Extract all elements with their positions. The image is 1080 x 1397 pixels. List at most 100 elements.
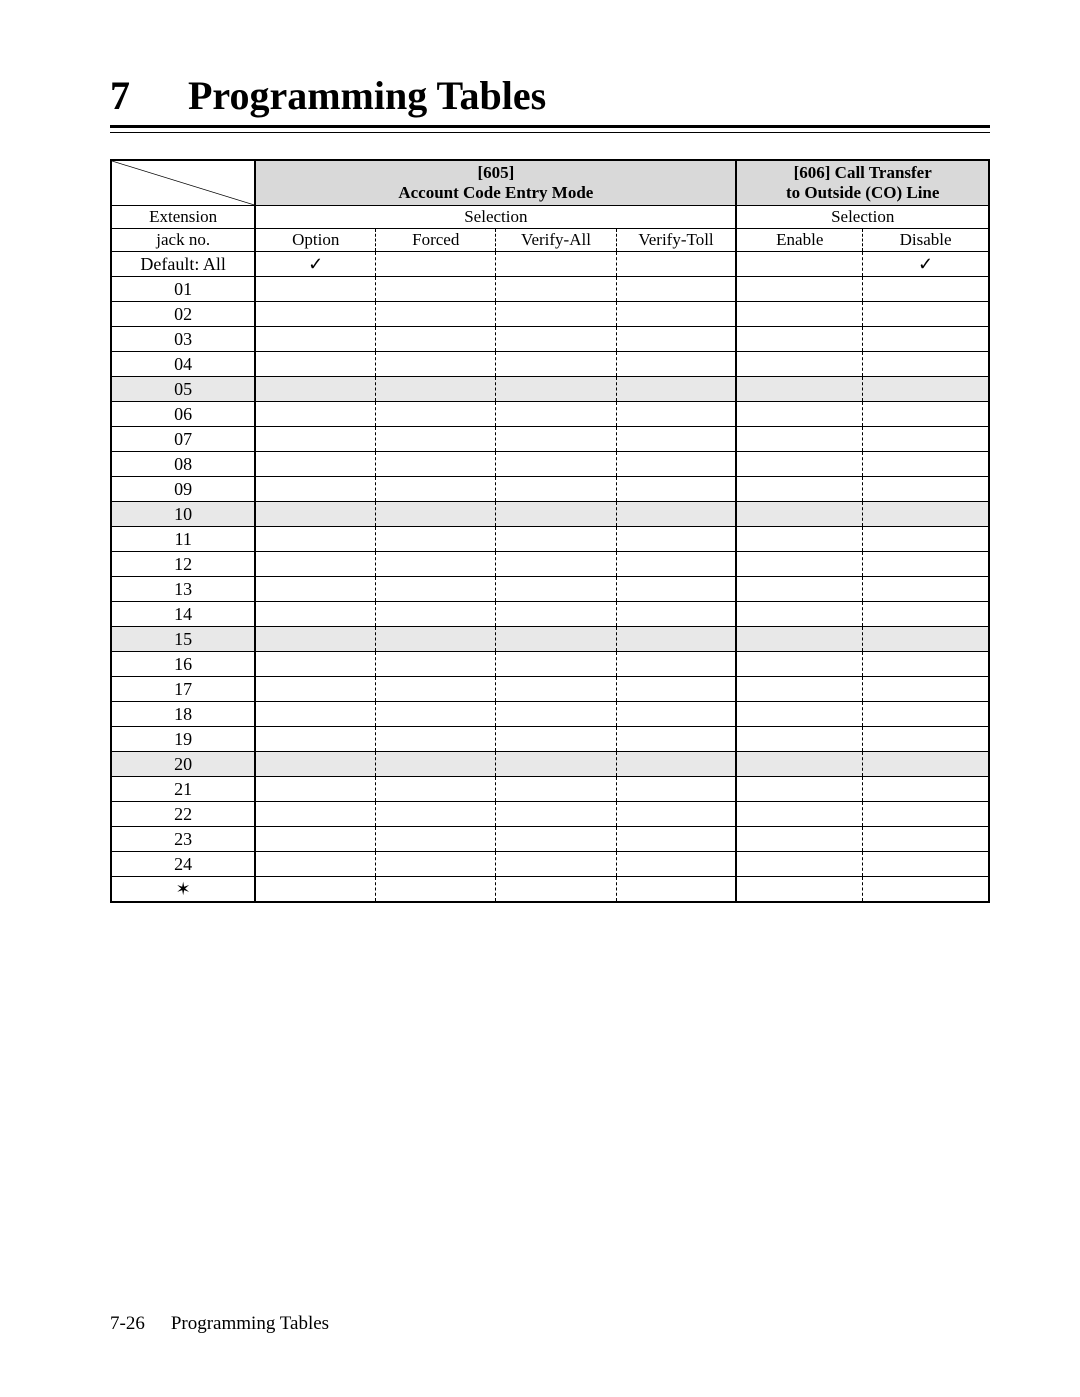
cell-b1 [863,802,989,827]
row-label: 14 [111,602,255,627]
cell-a3 [616,852,736,877]
selection-b: Selection [736,206,989,229]
col-a-2: Verify-All [496,229,616,252]
cell-a1 [376,352,496,377]
cell-a2 [496,652,616,677]
row-label: 07 [111,427,255,452]
cell-b1 [863,702,989,727]
cell-b0 [736,527,862,552]
lead-ext-line1: Extension [111,206,255,229]
cell-a3 [616,402,736,427]
cell-a1 [376,577,496,602]
cell-a2 [496,377,616,402]
cell-a3 [616,302,736,327]
cell-b1 [863,327,989,352]
group-a-title: Account Code Entry Mode [398,183,593,202]
cell-a2 [496,777,616,802]
cell-a3 [616,802,736,827]
cell-a2 [496,427,616,452]
cell-b1 [863,502,989,527]
cell-a2 [496,802,616,827]
cell-a3 [616,752,736,777]
cell-a0 [255,352,375,377]
cell-a1 [376,427,496,452]
cell-b0 [736,402,862,427]
cell-a3 [616,627,736,652]
cell-a0 [255,727,375,752]
cell-a1 [376,252,496,277]
cell-b0 [736,777,862,802]
cell-a1 [376,602,496,627]
cell-b0 [736,827,862,852]
cell-b1 [863,277,989,302]
group-b-subtitle: to Outside (CO) Line [786,183,939,202]
cell-a0 [255,602,375,627]
row-label: 04 [111,352,255,377]
row-label: 21 [111,777,255,802]
cell-a0 [255,877,375,903]
row-label: 20 [111,752,255,777]
cell-a1 [376,652,496,677]
cell-b0 [736,277,862,302]
row-label: 08 [111,452,255,477]
cell-a2 [496,602,616,627]
cell-a2 [496,302,616,327]
cell-a1 [376,727,496,752]
cell-a0 [255,402,375,427]
cell-a0 [255,502,375,527]
chapter-number: 7 [110,72,130,119]
cell-b1 [863,477,989,502]
cell-a3 [616,502,736,527]
cell-a2 [496,677,616,702]
cell-a3 [616,652,736,677]
cell-a0 [255,327,375,352]
cell-a1 [376,377,496,402]
chapter-heading: 7 Programming Tables [110,72,990,119]
row-label: 24 [111,852,255,877]
cell-a3 [616,452,736,477]
row-label: 12 [111,552,255,577]
cell-a3 [616,427,736,452]
cell-a0 [255,752,375,777]
cell-a1 [376,777,496,802]
group-a-header: [605] Account Code Entry Mode [255,160,736,206]
cell-a1 [376,802,496,827]
diagonal-icon [112,161,254,205]
cell-b0 [736,802,862,827]
cell-a0 [255,852,375,877]
cell-b0 [736,252,862,277]
cell-b0 [736,377,862,402]
cell-b1 [863,627,989,652]
cell-b0 [736,652,862,677]
cell-a2 [496,352,616,377]
col-b-0: Enable [736,229,862,252]
cell-a2 [496,527,616,552]
selection-a: Selection [255,206,736,229]
cell-a2 [496,277,616,302]
cell-a0 [255,552,375,577]
cell-a2 [496,852,616,877]
cell-a0 [255,702,375,727]
cell-a2 [496,477,616,502]
cell-a0: ✓ [255,252,375,277]
cell-b1 [863,527,989,552]
cell-a1 [376,702,496,727]
row-label: 10 [111,502,255,527]
cell-a1 [376,627,496,652]
cell-b0 [736,877,862,903]
cell-b1 [863,827,989,852]
cell-b0 [736,502,862,527]
row-label: 01 [111,277,255,302]
cell-a3 [616,677,736,702]
row-label: 06 [111,402,255,427]
cell-b1 [863,552,989,577]
col-a-3: Verify-Toll [616,229,736,252]
cell-a2 [496,827,616,852]
cell-a1 [376,527,496,552]
cell-b1 [863,302,989,327]
row-label: 22 [111,802,255,827]
row-label: 13 [111,577,255,602]
cell-a2 [496,577,616,602]
col-a-1: Forced [376,229,496,252]
row-label: 09 [111,477,255,502]
